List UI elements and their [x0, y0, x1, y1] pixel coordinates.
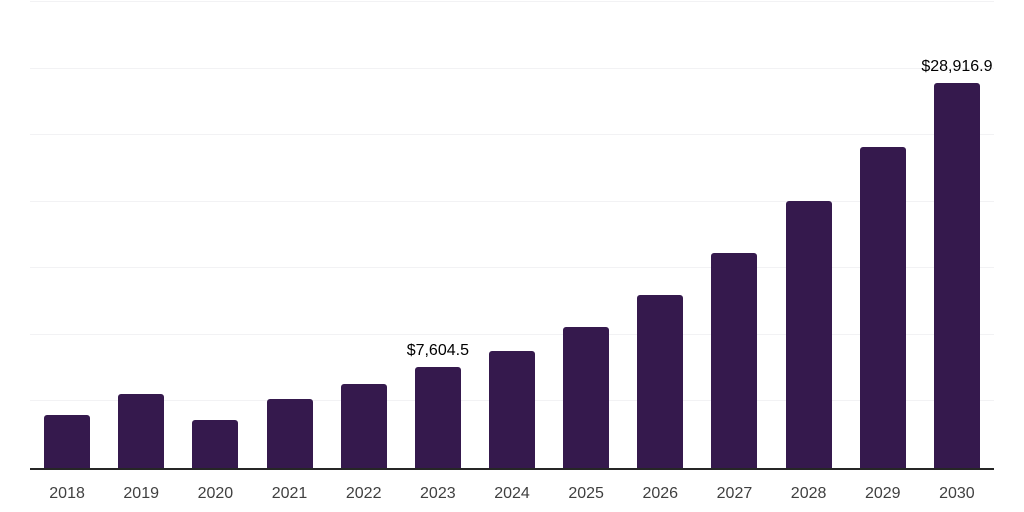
x-tick-label-2026: 2026: [642, 485, 679, 502]
gridline: [30, 333, 994, 335]
plot-area: $7,604.5 $28,916.9: [30, 1, 994, 470]
x-tick-label-2027: 2027: [716, 485, 753, 502]
x-tick-label-2022: 2022: [345, 485, 382, 502]
bar-2024: [489, 350, 535, 468]
bar-2029: [859, 146, 906, 468]
gridline: [30, 67, 994, 69]
bar-2019: [118, 393, 165, 468]
bar-value-label-2030: $28,916.9: [921, 58, 993, 75]
x-tick-label-2021: 2021: [271, 485, 308, 502]
bar-2018: [44, 414, 91, 468]
bar-2025: [563, 326, 610, 468]
x-tick-label-2018: 2018: [49, 485, 85, 502]
x-tick-label-2020: 2020: [197, 485, 234, 502]
bar-2030: [933, 83, 980, 468]
x-tick-label-2024: 2024: [494, 485, 530, 502]
x-tick-label-2025: 2025: [568, 485, 604, 502]
bar-2020: [192, 419, 239, 468]
bar-2027: [711, 252, 758, 468]
gridline: [30, 267, 994, 269]
x-tick-label-2030: 2030: [939, 485, 975, 502]
x-tick-label-2029: 2029: [864, 485, 901, 502]
gridline: [30, 1, 994, 2]
x-tick-label-2028: 2028: [790, 485, 827, 502]
bar-2023: [414, 366, 461, 468]
gridline: [30, 200, 994, 202]
x-tick-label-2019: 2019: [123, 485, 159, 502]
bar-2028: [785, 200, 832, 468]
bar-2021: [266, 398, 313, 468]
bar-2026: [637, 294, 684, 468]
x-tick-label-2023: 2023: [420, 485, 456, 502]
bar-value-label-2023: $7,604.5: [406, 341, 469, 359]
gridline: [30, 134, 994, 136]
bar-2022: [340, 383, 387, 468]
